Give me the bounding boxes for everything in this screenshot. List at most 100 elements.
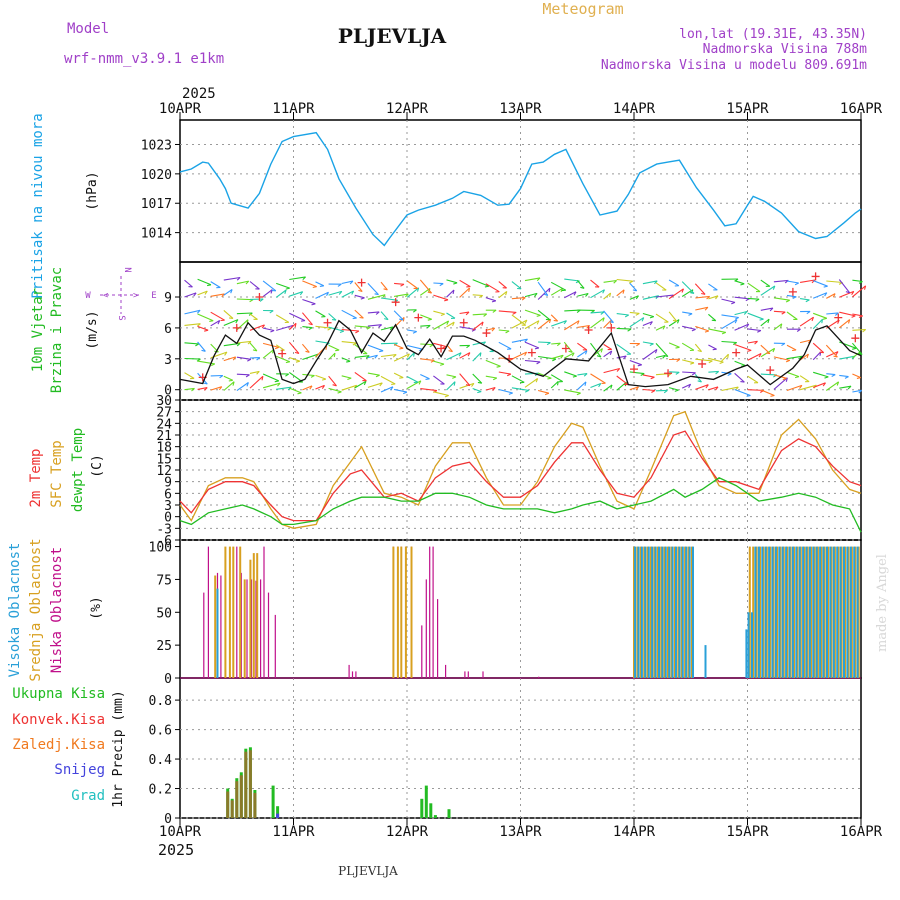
- wind-arrow: [852, 313, 863, 317]
- wind-arrow: [852, 389, 862, 393]
- cloud-high-bar: [771, 546, 774, 678]
- wind-arrow-head: [228, 379, 233, 382]
- wind-arrow: [393, 372, 404, 379]
- wind-arrow: [184, 387, 195, 391]
- cloud-mid-bar: [772, 546, 775, 678]
- date-label: 12APR: [386, 824, 429, 840]
- y-tick-label: 18: [156, 441, 172, 456]
- wind-arrow: [642, 341, 654, 345]
- wind-arrow-head: [491, 300, 496, 303]
- cloud-high-bar: [788, 546, 791, 678]
- cloud-mid-bar: [827, 546, 830, 678]
- wind-arrow-head: [358, 289, 363, 293]
- wind-arrow-head: [740, 381, 745, 383]
- cloud-mid-bar: [636, 546, 639, 678]
- wind-arrow: [826, 280, 843, 284]
- wind-arrow: [184, 342, 199, 345]
- wind-arrow: [459, 326, 476, 331]
- wind-arrow: [839, 385, 852, 389]
- wind-arrow-head: [636, 343, 641, 347]
- wind-arrow-head: [294, 323, 297, 328]
- wind-arrow-head: [757, 330, 762, 333]
- cloud-mid-bar: [410, 546, 413, 678]
- wind-arrow-head: [623, 355, 627, 360]
- wind-arrow: [459, 373, 471, 386]
- wind-arrow: [288, 322, 297, 331]
- wind-arrow-head: [284, 289, 287, 294]
- wind-arrow: [839, 290, 855, 298]
- date-label: 16APR: [840, 101, 883, 117]
- wind-arrow: [550, 374, 563, 383]
- wind-arrow: [786, 344, 797, 351]
- wind-arrow: [485, 327, 495, 331]
- wind-arrow: [708, 357, 724, 363]
- wind-arrow: [485, 283, 500, 293]
- wind-arrow-head: [708, 360, 713, 364]
- cloud-unit: (%): [89, 596, 104, 619]
- wind-arrow-head: [690, 362, 695, 365]
- wind-arrow: [459, 279, 471, 288]
- wind-arrow-head: [575, 280, 580, 284]
- wind-arrow: [550, 287, 563, 296]
- gust-marker: [811, 272, 820, 281]
- wind-arrow-head: [691, 372, 696, 376]
- wind-arrow: [302, 353, 319, 361]
- wind-arrow-head: [221, 293, 225, 298]
- wind-arrow: [747, 353, 762, 361]
- wind-arrow-head: [584, 381, 587, 386]
- wind-arrow-head: [325, 345, 328, 350]
- wind-arrow: [197, 325, 209, 331]
- y-tick-label: 15: [156, 452, 172, 467]
- wind-arrow: [315, 374, 327, 380]
- model-elevation: Nadmorska Visina u modelu 809.691m: [601, 58, 867, 73]
- wind-arrow: [210, 281, 221, 288]
- wind-arrow: [590, 373, 606, 384]
- wind-arrow-head: [734, 317, 739, 320]
- wind-arrow-head: [796, 328, 801, 332]
- cloud-low-bar: [220, 575, 222, 678]
- wind-arrow-head: [484, 285, 489, 288]
- wind-arrow: [786, 384, 803, 392]
- station-title: PLJEVLJA: [338, 24, 447, 48]
- wind-arrow: [826, 293, 836, 299]
- wind-arrow: [616, 381, 627, 391]
- wind-arrow: [485, 359, 501, 367]
- wind-arrow-head: [285, 287, 290, 290]
- wind-arrow-head: [481, 321, 484, 326]
- precip-unit: 1hr Precip (mm): [111, 690, 126, 807]
- precip-strat-bar: [244, 751, 248, 818]
- wind-arrow: [380, 297, 398, 301]
- wind-arrow-head: [823, 285, 828, 288]
- wind-arrow: [275, 344, 285, 351]
- wind-arrow-head: [863, 285, 867, 290]
- wind-arrow-head: [732, 342, 737, 345]
- wind-arrow: [485, 386, 496, 391]
- wind-arrow: [695, 325, 709, 332]
- compass-rose: N S W E < >: [85, 267, 156, 320]
- wind-arrow: [838, 319, 851, 329]
- wind-arrow: [799, 375, 810, 383]
- cloud-high-label: Visoka Oblacnost: [7, 543, 23, 678]
- wind-arrow-head: [688, 383, 692, 388]
- cloud-high-bar: [832, 546, 835, 678]
- wind-arrow: [433, 294, 449, 301]
- wind-arrow-head: [351, 290, 355, 295]
- y-tick-label: 6: [164, 487, 172, 502]
- cloud-high-bar: [826, 546, 828, 678]
- wind-arrow-head: [366, 326, 371, 330]
- wind-arrow: [485, 297, 496, 302]
- wind-arrow: [223, 356, 236, 362]
- wind-arrow-head: [261, 324, 265, 329]
- wind-arrow-head: [479, 352, 482, 357]
- cloud-high-bar: [774, 546, 777, 678]
- wind-arrow-head: [232, 356, 237, 361]
- gust-marker: [664, 369, 673, 378]
- wind-arrow: [223, 309, 234, 319]
- wind-arrow: [262, 342, 279, 348]
- wind-arrow: [616, 327, 632, 330]
- wind-arrow-head: [524, 389, 530, 393]
- wind-arrow-head: [294, 351, 300, 355]
- wind-arrow: [367, 382, 383, 388]
- cloud-mid-bar: [653, 546, 656, 678]
- wind-arrow-head: [496, 365, 501, 368]
